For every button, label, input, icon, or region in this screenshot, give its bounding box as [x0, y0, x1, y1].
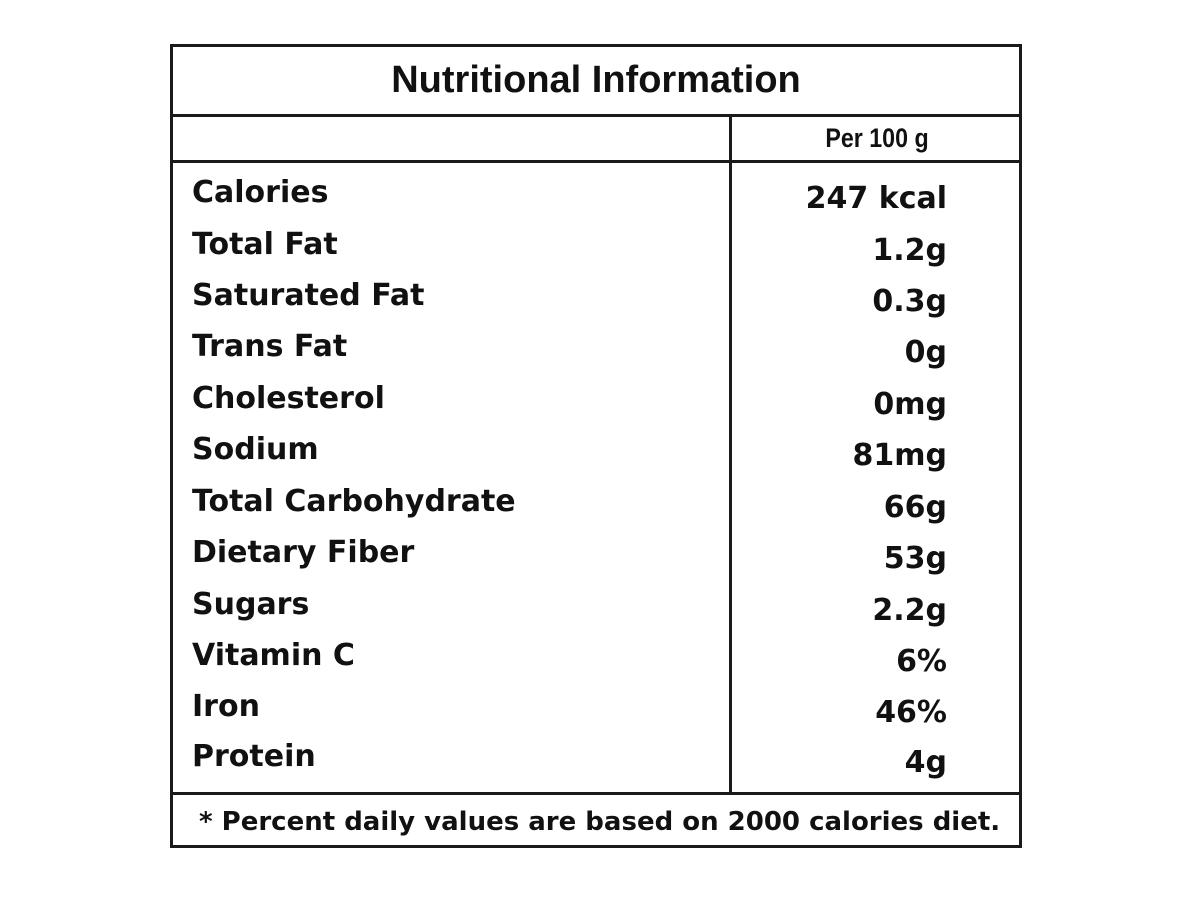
nutrient-row: Sodium 81mg — [173, 424, 1019, 476]
column-header-row: Per 100 g — [173, 117, 1019, 163]
nutrient-value: 2.2g — [872, 593, 947, 628]
nutrient-name: Dietary Fiber — [192, 535, 415, 570]
nutrient-row: Total Carbohydrate 66g — [173, 476, 1019, 528]
nutrient-name: Calories — [192, 175, 329, 210]
nutrient-name: Trans Fat — [192, 329, 348, 364]
nutrient-name: Protein — [192, 739, 316, 774]
nutrient-value: 0.3g — [872, 284, 947, 319]
nutrient-value: 6% — [896, 644, 947, 679]
label-title: Nutritional Information — [391, 59, 801, 101]
column-divider — [729, 117, 732, 792]
nutrient-row: Total Fat 1.2g — [173, 219, 1019, 271]
nutrient-name: Sugars — [192, 587, 310, 622]
nutrient-row: Saturated Fat 0.3g — [173, 270, 1019, 322]
nutrient-row: Sugars 2.2g — [173, 579, 1019, 631]
nutrient-value: 53g — [883, 541, 947, 576]
title-row: Nutritional Information — [173, 47, 1019, 117]
nutrition-label: Nutritional Information Per 100 g Calori… — [170, 44, 1022, 848]
nutrient-row: Protein 4g — [173, 731, 1019, 783]
nutrient-name: Iron — [192, 689, 260, 724]
nutrient-name: Total Fat — [192, 227, 338, 262]
nutrient-row: Trans Fat 0g — [173, 321, 1019, 373]
nutrient-value: 1.2g — [872, 233, 947, 268]
nutrient-value: 0g — [904, 335, 947, 370]
nutrient-name: Total Carbohydrate — [192, 484, 516, 519]
nutrient-row: Calories 247 kcal — [173, 167, 1019, 219]
nutrient-value: 247 kcal — [805, 181, 947, 216]
nutrient-value: 4g — [904, 745, 947, 780]
nutrient-name: Cholesterol — [192, 381, 385, 416]
nutrient-rows: Calories 247 kcal Total Fat 1.2g Saturat… — [173, 163, 1019, 792]
footnote-text: * Percent daily values are based on 2000… — [199, 806, 1001, 837]
nutrient-row: Dietary Fiber 53g — [173, 527, 1019, 579]
footnote-row: * Percent daily values are based on 2000… — [173, 792, 1019, 848]
nutrient-name: Sodium — [192, 432, 319, 467]
nutrient-row: Iron 46% — [173, 681, 1019, 733]
per-100g-header: Per 100 g — [825, 123, 929, 153]
nutrient-value: 0mg — [873, 387, 947, 422]
nutrient-value: 46% — [875, 695, 947, 730]
nutrient-value: 81mg — [852, 438, 947, 473]
nutrient-row: Cholesterol 0mg — [173, 373, 1019, 425]
nutrient-value: 66g — [883, 490, 947, 525]
nutrient-row: Vitamin C 6% — [173, 630, 1019, 682]
nutrient-name: Vitamin C — [192, 638, 355, 673]
nutrient-name: Saturated Fat — [192, 278, 425, 313]
